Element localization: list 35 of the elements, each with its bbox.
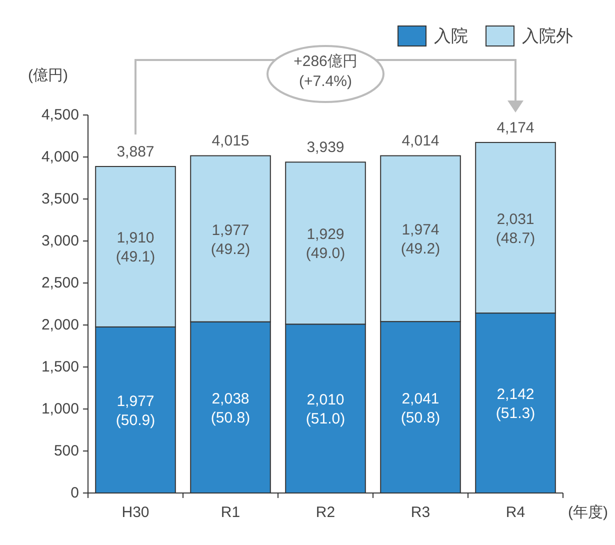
data-label: 1,974 (49.2) [400, 221, 440, 258]
data-label: 2,038 (50.8) [210, 390, 250, 426]
y-tick-label: 2,500 [41, 274, 79, 292]
total-label: 4,014 [402, 132, 440, 150]
total-label: 4,174 [496, 119, 534, 136]
legend-label: 入院外 [522, 26, 573, 46]
y-tick-label: 0 [70, 484, 79, 502]
total-label: 3,939 [306, 139, 344, 156]
x-tick-label: R4 [506, 504, 526, 521]
x-axis-title: (年度) [568, 504, 608, 521]
legend-label: 入院 [434, 26, 468, 46]
data-label: 1,977 (49.2) [210, 221, 250, 258]
y-tick-label: 3,000 [41, 232, 79, 250]
data-label: 1,929 (49.0) [306, 226, 346, 262]
x-tick-label: R2 [316, 504, 336, 521]
data-label: 1,977 (50.9) [116, 392, 156, 428]
y-tick-label: 500 [54, 442, 79, 460]
data-label: 2,031 (48.7) [496, 210, 536, 246]
y-tick-label: 1,500 [41, 358, 79, 376]
y-tick-label: 2,000 [41, 316, 79, 334]
y-axis-title: (億円) [28, 67, 68, 84]
x-tick-label: R3 [410, 504, 430, 521]
y-tick-label: 1,000 [41, 400, 79, 418]
y-tick-label: 4,500 [41, 106, 79, 124]
y-tick-label: 3,500 [41, 190, 79, 208]
x-tick-label: R1 [220, 504, 240, 521]
total-label: 4,015 [212, 132, 250, 150]
data-label: 2,142 (51.3) [496, 386, 536, 422]
data-label: 2,041 (50.8) [400, 390, 440, 426]
data-label: 1,910 (49.1) [116, 229, 156, 266]
y-tick-label: 4,000 [41, 148, 79, 166]
x-tick-label: H30 [122, 504, 150, 521]
text: +286億円 (+7.4%) [294, 53, 358, 90]
total-label: 3,887 [116, 143, 154, 160]
data-label: 2,010 (51.0) [306, 391, 346, 428]
